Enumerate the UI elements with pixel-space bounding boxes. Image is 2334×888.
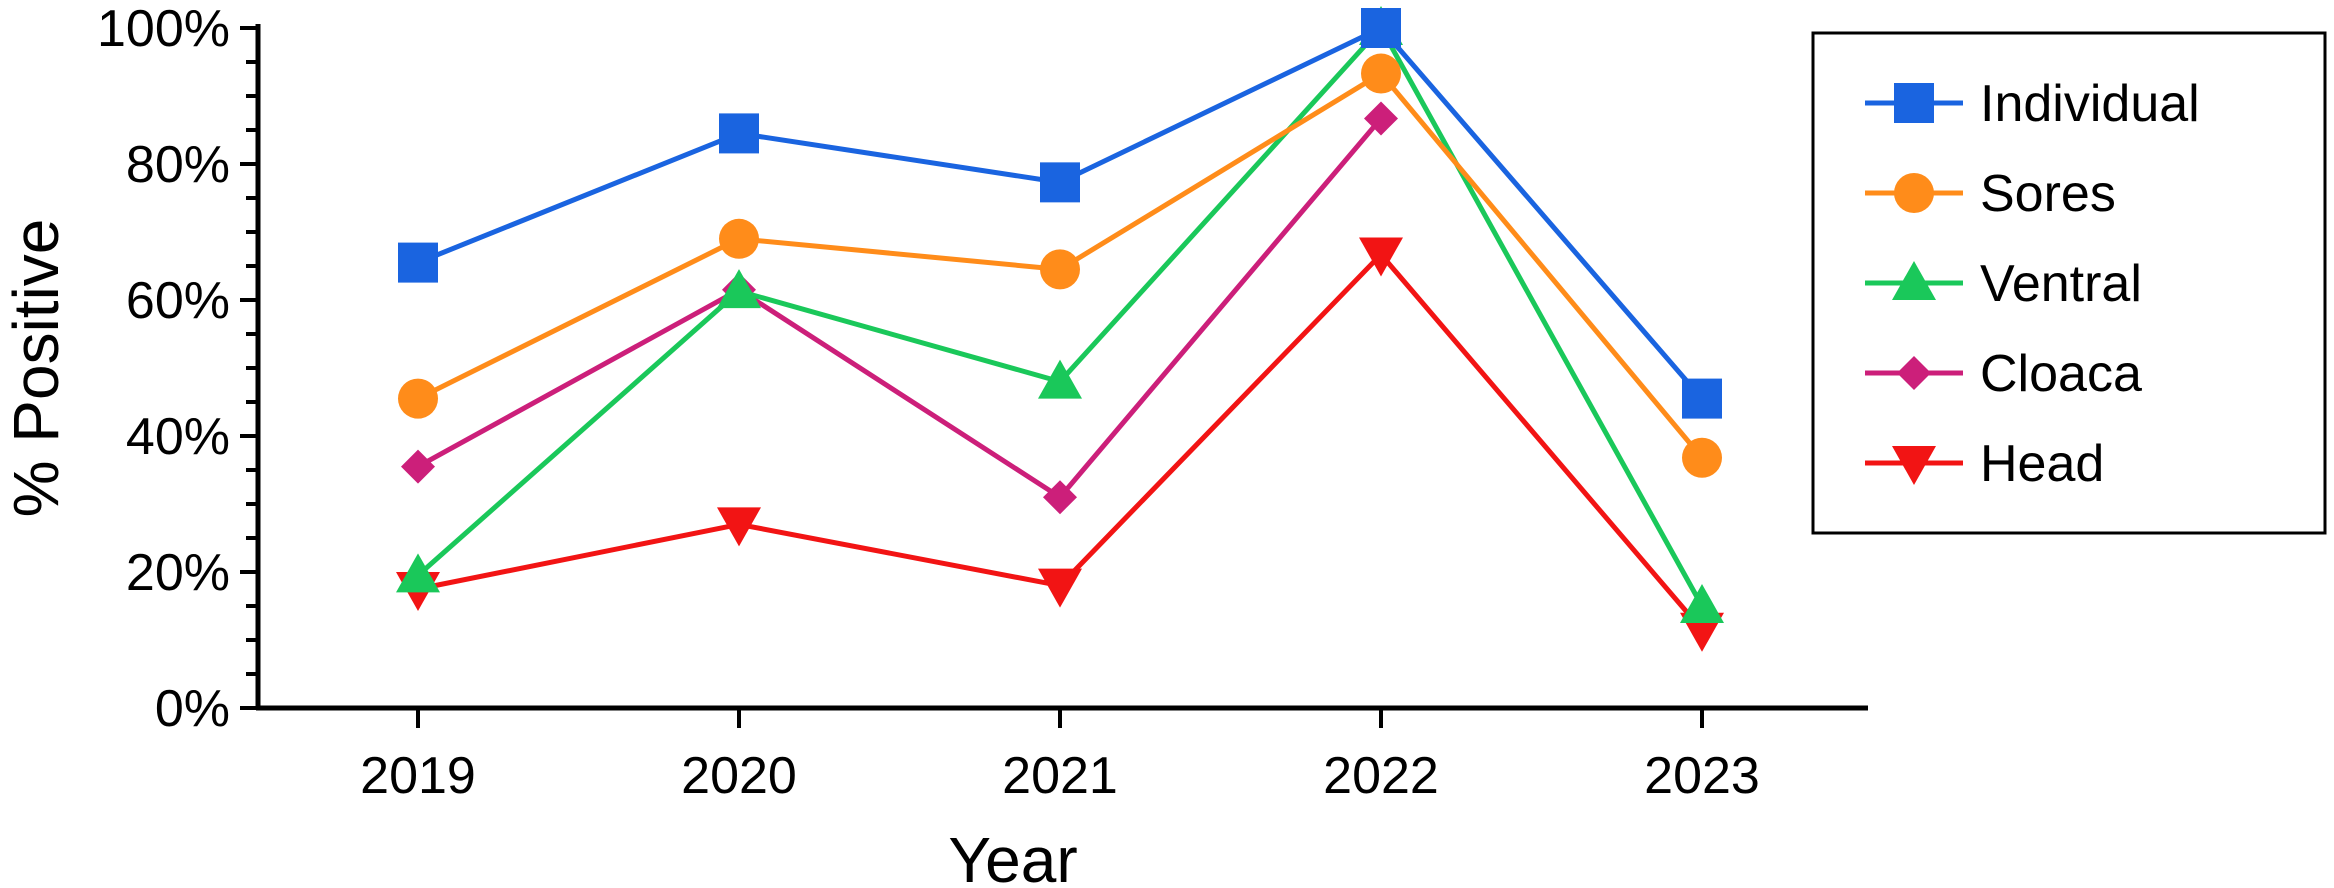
legend-marker — [1894, 173, 1934, 213]
legend-label: Head — [1980, 435, 2104, 493]
legend-marker — [1892, 446, 1936, 485]
data-point — [1040, 249, 1080, 290]
y-tick-label: 40% — [126, 408, 230, 466]
legend-label: Individual — [1980, 75, 2200, 133]
legend-item: Ventral — [1865, 255, 2142, 313]
series-ventral — [396, 6, 1724, 623]
series-sores — [398, 53, 1722, 478]
data-point — [1359, 237, 1403, 277]
data-point — [398, 242, 438, 283]
legend-item: Head — [1865, 435, 2104, 493]
legend-marker — [1892, 261, 1936, 300]
data-point — [1038, 568, 1082, 608]
series-cloaca — [401, 101, 1398, 515]
y-tick-label: 80% — [126, 136, 230, 194]
data-point — [1680, 584, 1724, 623]
data-point — [1038, 359, 1082, 399]
data-point — [396, 553, 440, 593]
data-point — [717, 269, 761, 309]
series-layer — [396, 6, 1724, 652]
data-point — [1682, 437, 1722, 478]
series-line — [417, 25, 1704, 401]
series-line — [416, 116, 1383, 500]
series-individual — [398, 8, 1722, 419]
y-tick-label: 0% — [155, 680, 230, 738]
data-point — [1361, 53, 1401, 94]
data-point — [401, 449, 435, 484]
legend-label: Cloaca — [1980, 345, 2142, 403]
axes: 0% 20% 40% 60% 80% 100% 2019 2020 2021 2022 2023 Ye… — [0, 0, 1868, 888]
legend-item: Individual — [1865, 75, 2200, 133]
data-point — [1040, 162, 1080, 203]
y-axis-title: % Positive — [0, 219, 72, 518]
data-point — [1682, 378, 1722, 419]
y-tick-label: 100% — [97, 0, 230, 58]
series-head — [396, 237, 1724, 652]
data-point — [1361, 8, 1401, 48]
y-tick-label: 60% — [126, 272, 230, 330]
data-point — [398, 378, 438, 419]
x-tick-label: 2022 — [1323, 747, 1439, 805]
data-point — [719, 113, 759, 154]
x-axis-title: Year — [948, 824, 1077, 888]
legend-label: Sores — [1980, 165, 2116, 223]
x-tick-label: 2020 — [681, 747, 797, 805]
legend: Individual Sores Ventral Cloaca Head — [1811, 31, 2327, 535]
legend-marker — [1894, 83, 1934, 123]
data-point — [717, 507, 761, 547]
series-line — [416, 25, 1705, 608]
legend-item: Cloaca — [1865, 345, 2142, 403]
data-point — [1043, 480, 1077, 515]
legend-item: Sores — [1865, 165, 2116, 223]
legend-marker — [1897, 356, 1931, 390]
y-tick-label: 20% — [126, 544, 230, 602]
x-tick-label: 2019 — [360, 747, 476, 805]
data-point — [1364, 101, 1398, 136]
x-tick-label: 2021 — [1002, 747, 1118, 805]
data-point — [719, 218, 759, 259]
legend-label: Ventral — [1980, 255, 2142, 313]
x-tick-label: 2023 — [1644, 747, 1760, 805]
